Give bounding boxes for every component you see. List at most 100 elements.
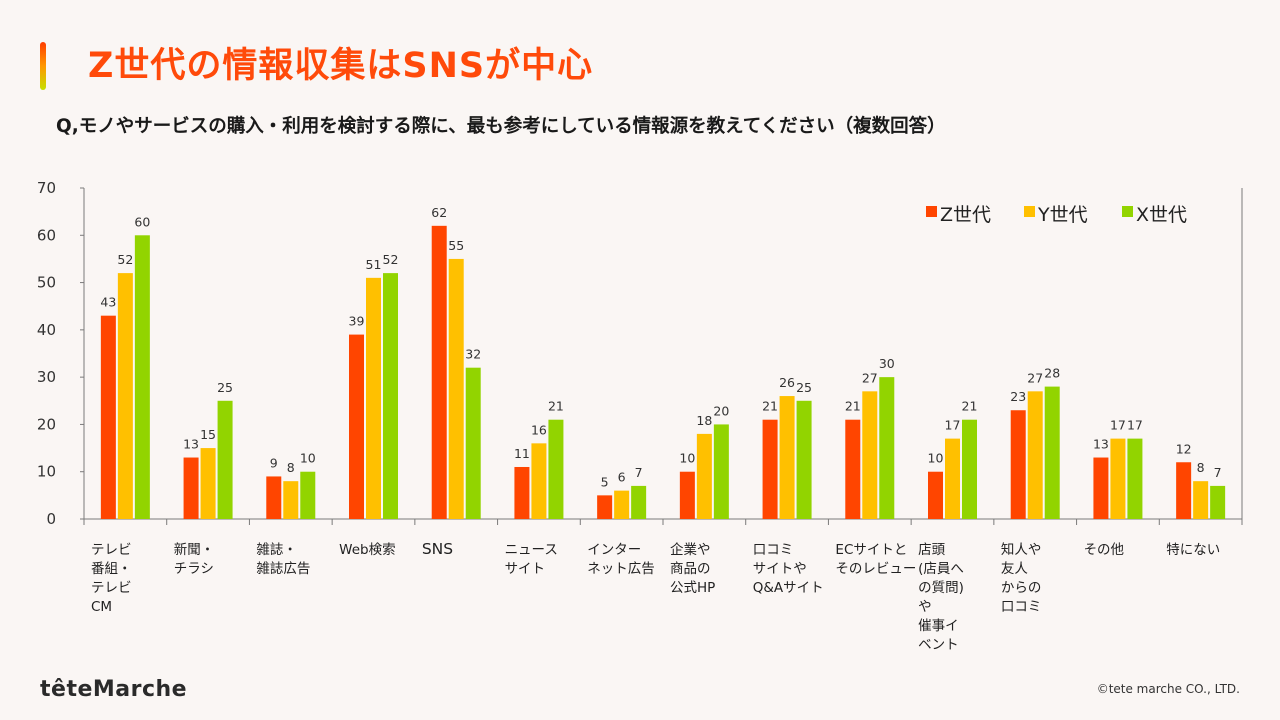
bar xyxy=(1044,386,1060,519)
y-tick-label: 20 xyxy=(37,415,56,433)
data-label: 17 xyxy=(945,418,961,433)
data-label: 9 xyxy=(270,455,278,470)
x-tick-label: 企業や商品の公式HP xyxy=(670,541,715,596)
data-label: 43 xyxy=(100,295,116,310)
bar xyxy=(100,315,116,519)
bar xyxy=(862,391,878,519)
bar xyxy=(514,466,530,519)
bar xyxy=(762,419,778,519)
copyright-text: ©tete marche CO., LTD. xyxy=(1096,682,1240,696)
bar xyxy=(1176,462,1192,519)
data-label: 21 xyxy=(548,399,564,414)
bar xyxy=(679,471,695,519)
y-tick-label: 10 xyxy=(37,463,56,481)
x-tick-label: 雑誌・雑誌広告 xyxy=(256,542,310,577)
data-label: 52 xyxy=(383,252,399,267)
x-tick-label: Web検索 xyxy=(339,542,395,558)
data-label: 30 xyxy=(879,356,895,371)
bar xyxy=(696,433,712,519)
data-label: 32 xyxy=(465,347,481,362)
data-label: 27 xyxy=(862,370,878,385)
legend-label: Z世代 xyxy=(940,204,991,226)
data-label: 10 xyxy=(679,451,695,466)
title-accent-bar xyxy=(40,42,46,90)
x-tick-label: 店頭(店員への質問)や催事イベント xyxy=(918,542,964,653)
bar xyxy=(531,443,547,519)
y-tick-label: 60 xyxy=(37,226,56,244)
bar xyxy=(796,400,812,519)
bar xyxy=(962,419,977,519)
bar xyxy=(283,481,299,519)
bar xyxy=(548,419,564,519)
x-tick-label: 特にない xyxy=(1166,542,1220,558)
bar xyxy=(631,485,647,519)
bar xyxy=(928,471,943,519)
data-label: 39 xyxy=(349,314,365,329)
bar xyxy=(134,235,150,520)
data-label: 27 xyxy=(1027,370,1043,385)
data-label: 18 xyxy=(696,413,712,428)
data-label: 17 xyxy=(1110,418,1126,433)
data-label: 23 xyxy=(1010,389,1026,404)
data-label: 21 xyxy=(962,399,978,414)
x-tick-label: ECサイトとそのレビュー xyxy=(835,542,916,577)
data-label: 8 xyxy=(287,460,295,475)
bar xyxy=(713,424,729,519)
bar xyxy=(945,438,960,519)
bar xyxy=(1210,485,1226,519)
data-label: 12 xyxy=(1176,441,1192,456)
bar xyxy=(448,258,464,519)
legend-swatch xyxy=(1024,206,1035,217)
data-label: 52 xyxy=(117,252,133,267)
data-label: 8 xyxy=(1197,460,1205,475)
bar xyxy=(845,419,861,519)
bar xyxy=(1010,410,1026,519)
bar xyxy=(1193,481,1209,519)
x-tick-label: SNS xyxy=(422,540,453,558)
y-tick-label: 50 xyxy=(37,274,56,292)
bar xyxy=(1127,438,1143,519)
bar xyxy=(266,476,282,519)
bar xyxy=(366,277,381,519)
bar xyxy=(117,273,133,519)
y-tick-label: 40 xyxy=(37,321,56,339)
data-label: 16 xyxy=(531,422,547,437)
bar xyxy=(200,448,216,519)
data-label: 28 xyxy=(1044,366,1060,381)
data-label: 7 xyxy=(635,465,643,480)
bar xyxy=(597,495,613,519)
data-label: 17 xyxy=(1127,418,1143,433)
y-tick-label: 0 xyxy=(46,510,56,528)
bar xyxy=(1110,438,1126,519)
bar xyxy=(300,471,316,519)
data-label: 51 xyxy=(366,257,382,272)
y-tick-label: 70 xyxy=(37,179,56,197)
data-label: 10 xyxy=(300,451,316,466)
data-label: 7 xyxy=(1214,465,1222,480)
bar xyxy=(465,367,481,519)
legend-swatch xyxy=(1122,206,1133,217)
x-tick-label: テレビ番組・テレビ CM xyxy=(91,542,132,615)
legend-label: Y世代 xyxy=(1037,204,1088,226)
x-tick-label: 知人や友人からの口コミ xyxy=(1001,541,1042,615)
x-tick-label: インターネット広告 xyxy=(587,542,655,577)
bar xyxy=(1093,457,1109,519)
x-tick-label: 口コミサイトや Q&Aサイト xyxy=(753,542,824,596)
data-label: 5 xyxy=(601,474,609,489)
data-label: 60 xyxy=(134,214,150,229)
data-label: 20 xyxy=(713,403,729,418)
data-label: 21 xyxy=(845,399,861,414)
page-title: Z世代の情報収集はSNSが中心 xyxy=(88,46,594,86)
data-label: 62 xyxy=(431,205,447,220)
bar xyxy=(779,396,795,519)
brand-logo: têteMarche xyxy=(40,677,188,702)
bar xyxy=(183,457,199,519)
x-tick-label: ニュースサイト xyxy=(505,542,558,577)
bar xyxy=(217,400,233,519)
legend-swatch xyxy=(926,206,937,217)
data-label: 6 xyxy=(618,470,626,485)
bar xyxy=(383,273,398,519)
bar xyxy=(1027,391,1043,519)
y-tick-label: 30 xyxy=(37,368,56,386)
